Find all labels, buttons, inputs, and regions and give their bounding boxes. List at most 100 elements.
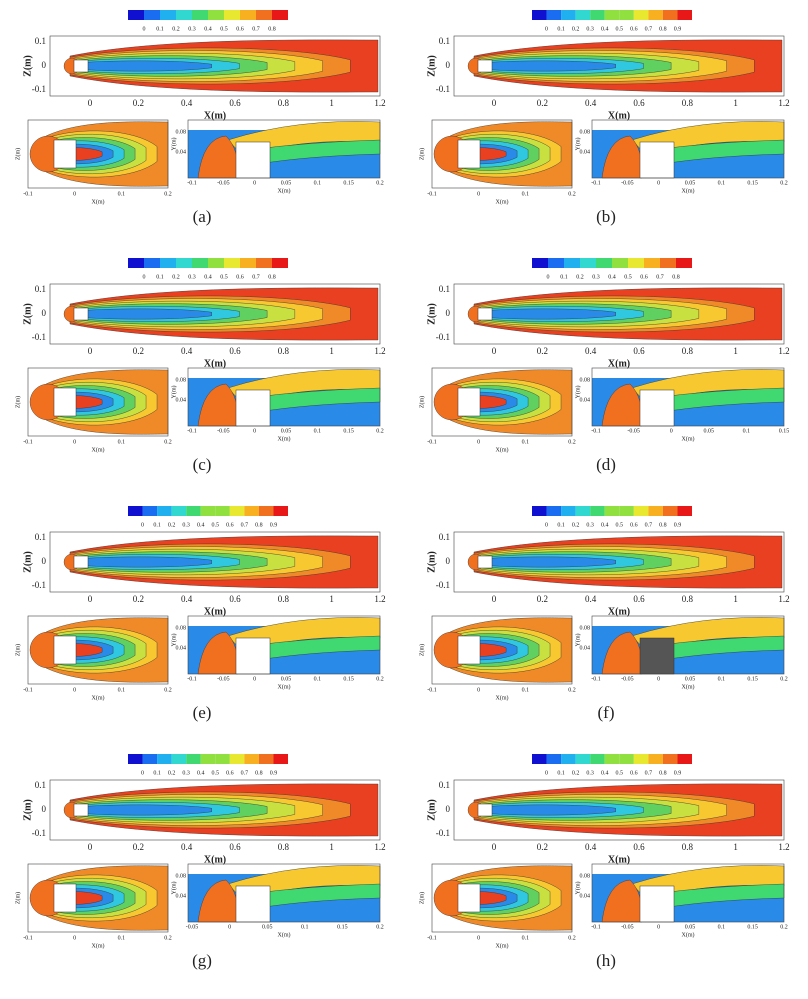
colorbar-swatch	[157, 506, 172, 516]
x-tick-label: -0.1	[591, 924, 601, 930]
y-tick-label: 0.04	[580, 645, 591, 651]
x-tick-label: 0.15	[779, 428, 790, 434]
x-tick-label: 0	[492, 842, 497, 852]
colorbar-swatch	[157, 754, 172, 764]
colorbar-tick-label: 0	[545, 26, 548, 32]
x-axis-label: X(m)	[682, 187, 695, 194]
y-axis-label: Z(m)	[22, 55, 33, 77]
colorbar-swatch	[644, 258, 660, 268]
colorbar-tick-label: 0.7	[656, 274, 664, 280]
colorbar-tick-label: 0.2	[168, 522, 176, 528]
colorbar-tick-label: 0.4	[204, 26, 212, 32]
y-axis-label: Z(m)	[14, 396, 21, 408]
x-tick-label: 0.8	[278, 98, 290, 108]
colorbar-swatch	[208, 258, 224, 268]
colorbar-tick-label: 0.8	[659, 522, 667, 528]
x-tick-label: 0.8	[278, 594, 290, 604]
model	[53, 387, 77, 417]
model	[639, 885, 675, 923]
plot-frame	[591, 615, 785, 675]
colorbar-swatch	[590, 754, 605, 764]
y-axis-label: Z(m)	[14, 892, 21, 904]
y-tick-label: -0.1	[436, 84, 450, 94]
y-axis-label: Z(m)	[14, 148, 21, 160]
colorbar-swatch	[256, 258, 272, 268]
x-tick-label: -0.05	[621, 924, 634, 930]
x-tick-label: 0	[657, 924, 660, 930]
y-tick-label: -0.1	[436, 332, 450, 342]
model	[73, 555, 89, 569]
x-tick-label: 1	[733, 98, 738, 108]
colorbar-swatch	[176, 258, 192, 268]
y-tick-label: 0.04	[176, 397, 187, 403]
model	[477, 803, 493, 817]
colorbar-tick-label: 0.9	[674, 26, 682, 32]
x-tick-label: 0.8	[278, 842, 290, 852]
model	[477, 555, 493, 569]
colorbar-swatch	[596, 258, 612, 268]
y-axis-label: Z(m)	[418, 148, 425, 160]
colorbar-tick-label: 0.7	[645, 26, 653, 32]
y-tick-label: 0	[446, 804, 451, 814]
y-tick-label: -0.1	[32, 332, 46, 342]
x-tick-label: 0.8	[682, 346, 694, 356]
colorbar-swatch	[200, 506, 216, 516]
model	[53, 635, 77, 665]
y-axis-label: Z(m)	[426, 799, 437, 821]
x-tick-label: -0.05	[186, 924, 199, 930]
colorbar-tick-label: 0.8	[659, 26, 667, 32]
colorbar-tick-label: 0.5	[220, 26, 228, 32]
contour-band	[69, 308, 212, 320]
x-axis-label: X(m)	[278, 187, 291, 194]
x-tick-label: 1.2	[374, 594, 385, 604]
y-tick-label: 0.1	[439, 36, 450, 46]
contour-band	[69, 556, 212, 568]
y-tick-label: 0.04	[176, 893, 187, 899]
x-axis-label: X(m)	[496, 198, 509, 205]
x-axis-label: X(m)	[608, 606, 630, 617]
plot-frame	[591, 863, 785, 923]
y-axis-label: Z(m)	[22, 551, 33, 573]
x-axis-label: X(m)	[278, 683, 291, 690]
colorbar-swatch	[564, 258, 580, 268]
model	[457, 139, 481, 169]
x-tick-label: 0.2	[376, 676, 384, 682]
x-tick-label: 0.2	[568, 439, 576, 445]
x-tick-label: 0.4	[585, 98, 597, 108]
plot-frame	[49, 283, 381, 345]
x-tick-label: 0.2	[133, 594, 144, 604]
plot-frame	[187, 367, 381, 427]
y-axis-label: Z(m)	[426, 55, 437, 77]
x-tick-label: 0.4	[585, 594, 597, 604]
colorbar-tick-label: 0.4	[608, 274, 616, 280]
y-tick-label: 0.08	[176, 377, 187, 383]
y-axis-label: Z(m)	[418, 892, 425, 904]
x-tick-label: 0	[670, 428, 673, 434]
x-tick-label: 0.1	[522, 935, 530, 941]
x-tick-label: 0.2	[164, 191, 172, 197]
x-tick-label: 0.4	[181, 594, 193, 604]
colorbar-swatch	[660, 258, 676, 268]
colorbar-swatch	[256, 10, 272, 20]
colorbar-tick-label: 0.7	[241, 522, 249, 528]
x-tick-label: -0.1	[187, 428, 197, 434]
y-tick-label: 0.1	[35, 780, 46, 790]
x-tick-label: 0.15	[343, 180, 354, 186]
x-tick-label: 1	[733, 842, 738, 852]
colorbar-swatch	[546, 754, 562, 764]
x-tick-label: 0.1	[118, 687, 126, 693]
y-axis-label: Y(m)	[170, 138, 177, 151]
x-axis-label: X(m)	[92, 942, 105, 949]
x-tick-label: 0.1	[522, 439, 530, 445]
colorbar-swatch	[128, 10, 144, 20]
x-tick-label: 0.2	[568, 935, 576, 941]
x-tick-label: 0.4	[181, 98, 193, 108]
y-axis-label: Y(m)	[574, 634, 581, 647]
y-tick-label: 0.04	[580, 893, 591, 899]
colorbar-swatch	[160, 258, 176, 268]
colorbar-tick-label: 0	[545, 770, 548, 776]
y-tick-label: -0.1	[32, 580, 46, 590]
y-tick-label: 0	[42, 556, 47, 566]
x-tick-label: 0.2	[376, 924, 384, 930]
x-axis-label: X(m)	[496, 446, 509, 453]
